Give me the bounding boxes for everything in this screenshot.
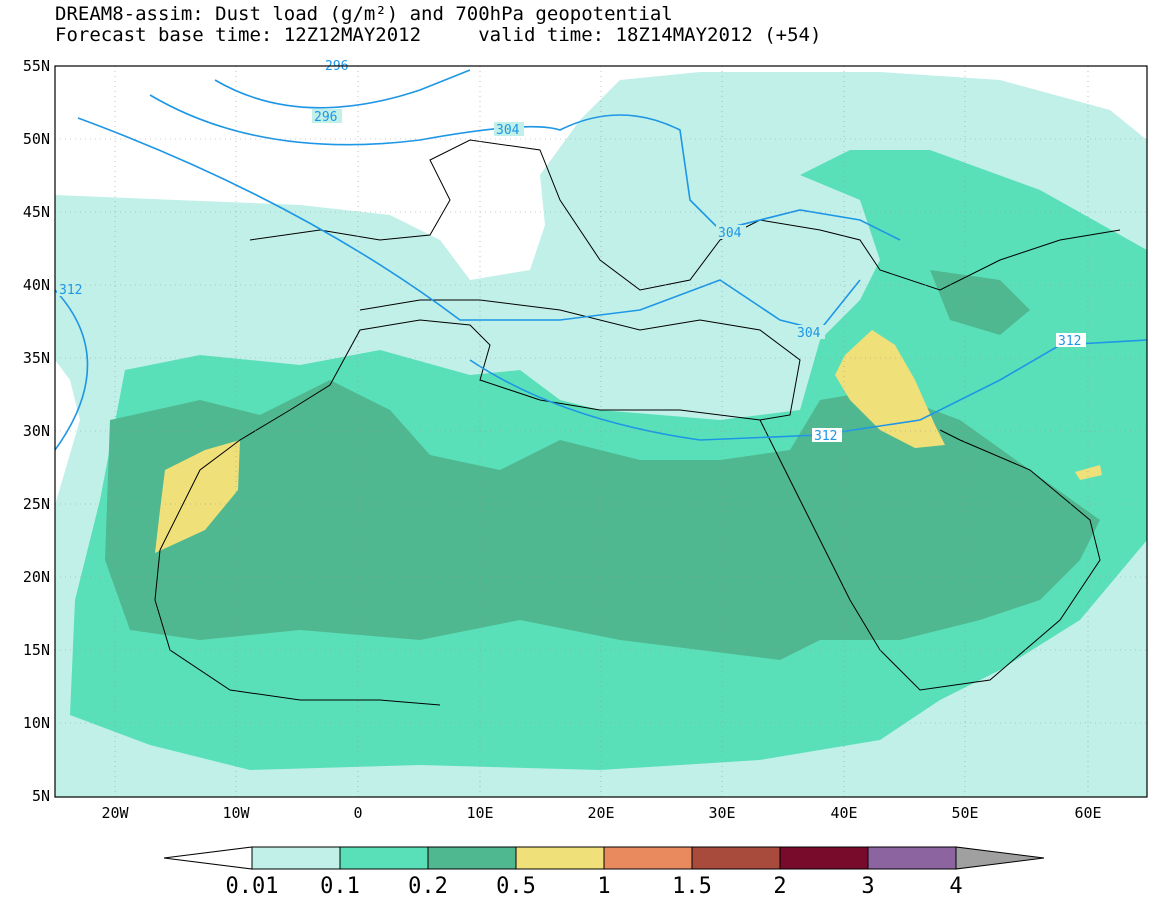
chart-subtitle: Forecast base time: 12Z12MAY2012 valid t… bbox=[55, 24, 822, 46]
lat-label: 15N bbox=[23, 641, 50, 659]
chart-title: DREAM8-assim: Dust load (g/m²) and 700hP… bbox=[55, 3, 673, 25]
contour-label-312b: 312 bbox=[814, 429, 837, 444]
colorbar-swatch bbox=[867, 846, 957, 870]
lon-label: 60E bbox=[1074, 804, 1101, 822]
lon-label: 20E bbox=[587, 804, 614, 822]
colorbar-swatch bbox=[339, 846, 429, 870]
contour-label-304c: 304 bbox=[797, 326, 821, 341]
lon-label: 0 bbox=[353, 804, 362, 822]
lon-axis: 20W 10W 0 10E 20E 30E 40E 50E 60E bbox=[101, 804, 1101, 822]
colorbar-swatch bbox=[691, 846, 781, 870]
lon-label: 10W bbox=[222, 804, 250, 822]
contour-label-304: 304 bbox=[496, 123, 520, 138]
lat-axis: 55N 50N 45N 40N 35N 30N 25N 20N 15N 10N … bbox=[23, 57, 50, 805]
colorbar-label: 3 bbox=[861, 874, 874, 899]
colorbar-label: 4 bbox=[949, 874, 962, 899]
lon-label: 30E bbox=[708, 804, 735, 822]
contour-296 bbox=[214, 69, 471, 109]
lat-label: 40N bbox=[23, 276, 50, 294]
colorbar-swatch bbox=[515, 846, 605, 870]
contour-labels: 296 304 304 304 312 312 312 296 bbox=[57, 59, 1086, 444]
colorbar-swatch bbox=[427, 846, 517, 870]
colorbar-label: 2 bbox=[773, 874, 786, 899]
colorbar-swatch bbox=[251, 846, 341, 870]
contour-label-312: 312 bbox=[59, 283, 82, 298]
dust-level-0.5 bbox=[155, 330, 1102, 553]
dust-level-0.2 bbox=[105, 270, 1100, 660]
lat-label: 10N bbox=[23, 714, 50, 732]
colorbar-label: 0.5 bbox=[496, 874, 536, 899]
lat-label: 25N bbox=[23, 495, 50, 513]
gridlines bbox=[55, 66, 1147, 797]
lat-label: 5N bbox=[32, 787, 50, 805]
contour-label-296: 296 bbox=[314, 110, 337, 125]
lon-label: 50E bbox=[951, 804, 978, 822]
lat-label: 50N bbox=[23, 130, 50, 148]
colorbar-label: 1.5 bbox=[672, 874, 712, 899]
plot-frame bbox=[54, 65, 1148, 798]
lon-label: 20W bbox=[101, 804, 129, 822]
dust-field bbox=[55, 69, 1147, 797]
colorbar-under-triangle bbox=[163, 846, 253, 870]
lat-label: 55N bbox=[23, 57, 50, 75]
colorbar-label: 1 bbox=[597, 874, 610, 899]
colorbar: 0.01 0.1 0.2 0.5 1 1.5 2 3 4 bbox=[163, 846, 1045, 899]
contour-label-312c: 312 bbox=[1058, 334, 1081, 349]
colorbar-swatch bbox=[603, 846, 693, 870]
colorbar-swatch bbox=[779, 846, 869, 870]
colorbar-label: 0.01 bbox=[226, 874, 279, 899]
lon-label: 10E bbox=[466, 804, 493, 822]
contour-304b bbox=[77, 117, 861, 331]
contour-label-304b: 304 bbox=[718, 226, 742, 241]
lat-label: 30N bbox=[23, 422, 50, 440]
colorbar-label: 0.2 bbox=[408, 874, 448, 899]
lat-label: 20N bbox=[23, 568, 50, 586]
colorbar-over-triangle bbox=[955, 846, 1045, 870]
colorbar-label: 0.1 bbox=[320, 874, 360, 899]
lat-label: 35N bbox=[23, 349, 50, 367]
lat-label: 45N bbox=[23, 203, 50, 221]
lon-label: 40E bbox=[830, 804, 857, 822]
europe-coast bbox=[249, 139, 1121, 291]
